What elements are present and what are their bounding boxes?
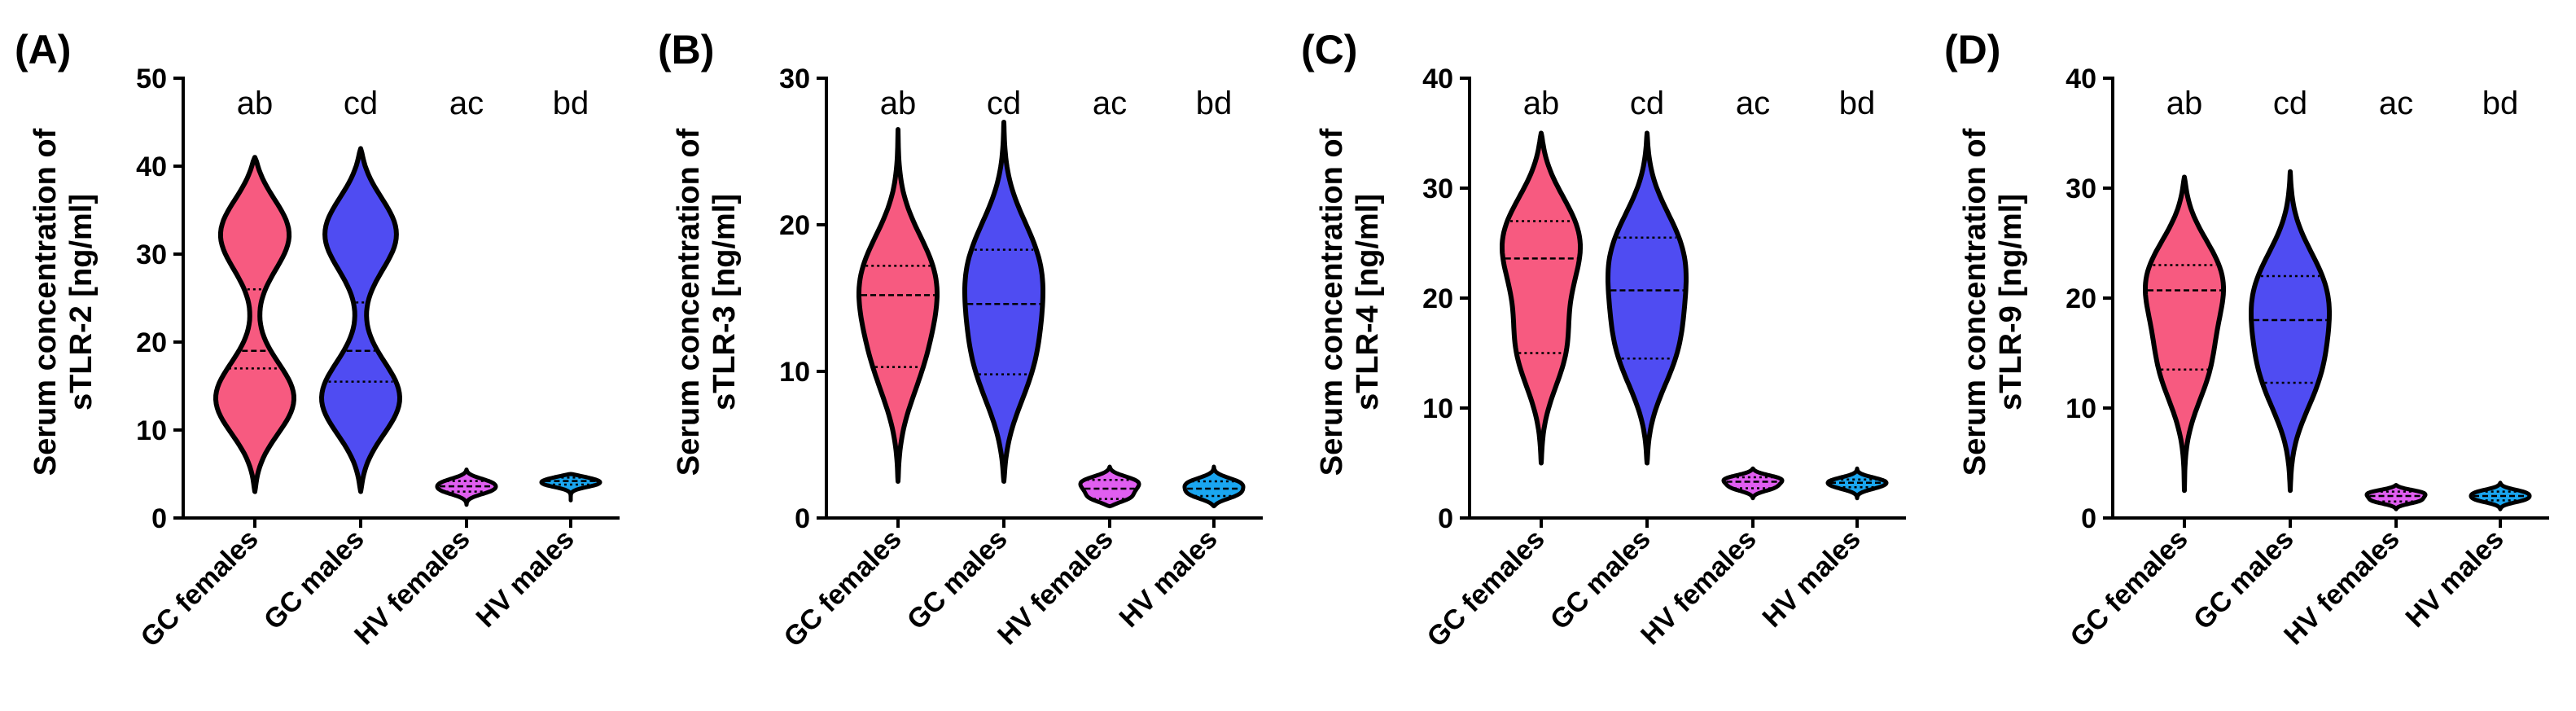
x-category-label: HV males: [1757, 524, 1867, 634]
significance-label: ac: [1736, 86, 1770, 121]
y-tick-label: 20: [2066, 283, 2096, 314]
x-category-label: HV females: [992, 524, 1119, 652]
significance-label: ab: [1523, 86, 1560, 121]
y-tick-label: 10: [136, 415, 167, 446]
y-tick-label: 40: [1422, 64, 1453, 94]
violin-2: [962, 120, 1045, 484]
y-tick-label: 20: [1422, 283, 1453, 314]
panel-2: (B) Serum concentration ofsTLR-3 [ng/ml] 0…: [658, 27, 1263, 653]
y-tick-label: 40: [136, 151, 167, 182]
violin-3: [2364, 483, 2428, 511]
panel-letter: (D): [1944, 27, 2000, 72]
x-category-label: HV males: [2400, 524, 2510, 634]
y-tick-label: 0: [2081, 503, 2096, 534]
significance-label: bd: [2482, 86, 2519, 121]
violin-3: [1078, 464, 1141, 509]
y-axis-label-line1: Serum concentration of: [672, 128, 706, 476]
x-category-label: HV females: [2278, 524, 2406, 652]
y-tick-label: 20: [136, 327, 167, 358]
y-axis-label-line1: Serum concentration of: [28, 128, 63, 476]
x-category-label: GC females: [2064, 524, 2193, 653]
violin-1: [1500, 130, 1583, 466]
significance-label: bd: [553, 86, 589, 121]
x-category-label: HV males: [471, 524, 580, 634]
y-tick-label: 0: [795, 503, 810, 534]
significance-label: ac: [449, 86, 484, 121]
significance-label: ac: [1093, 86, 1127, 121]
y-tick-label: 50: [136, 64, 167, 94]
violin-3: [1721, 466, 1785, 501]
y-tick-label: 10: [2066, 393, 2096, 424]
significance-label: cd: [1630, 86, 1664, 121]
violin-1: [2143, 174, 2226, 494]
x-category-label: GC females: [778, 524, 907, 653]
y-axis-label-line2: sTLR-2 [ng/ml]: [64, 194, 99, 410]
violin-4: [1182, 464, 1246, 509]
x-category-label: GC males: [901, 524, 1014, 636]
significance-label: cd: [2273, 86, 2307, 121]
y-tick-label: 40: [2066, 64, 2096, 94]
y-tick-label: 30: [136, 239, 167, 270]
violin-2: [2249, 169, 2332, 494]
significance-label: cd: [987, 86, 1021, 121]
y-tick-label: 20: [779, 210, 810, 241]
y-axis-label: Serum concentration ofsTLR-2 [ng/ml]: [28, 128, 99, 476]
y-axis-label: Serum concentration ofsTLR-4 [ng/ml]: [1315, 128, 1385, 476]
panel-1: (A) Serum concentration ofsTLR-2 [ng/ml] 0…: [15, 27, 620, 653]
significance-label: bd: [1196, 86, 1233, 121]
panel-letter: (C): [1301, 27, 1357, 72]
y-tick-label: 0: [151, 503, 167, 534]
x-category-label: GC males: [258, 524, 370, 636]
significance-label: ab: [880, 86, 917, 121]
y-axis-label: Serum concentration ofsTLR-3 [ng/ml]: [672, 128, 742, 476]
violin-3: [435, 467, 498, 507]
y-tick-label: 10: [779, 357, 810, 388]
y-tick-label: 30: [1422, 173, 1453, 204]
significance-label: ab: [237, 86, 274, 121]
x-category-label: GC males: [1544, 524, 1657, 636]
x-category-label: GC females: [1421, 524, 1550, 653]
x-category-label: HV females: [348, 524, 476, 652]
panel-letter: (B): [658, 27, 714, 72]
significance-label: ac: [2379, 86, 2413, 121]
panel-4: (D) Serum concentration ofsTLR-9 [ng/ml] 0…: [1944, 27, 2549, 653]
y-tick-label: 30: [779, 64, 810, 94]
y-tick-label: 0: [1438, 503, 1453, 534]
panel-3: (C) Serum concentration ofsTLR-4 [ng/ml] 0…: [1301, 27, 1906, 653]
y-tick-label: 30: [2066, 173, 2096, 204]
y-tick-label: 10: [1422, 393, 1453, 424]
panel-letter: (A): [15, 27, 71, 72]
x-category-label: HV females: [1635, 524, 1763, 652]
violin-1: [856, 127, 940, 484]
violin-2: [1606, 130, 1689, 466]
x-category-label: GC females: [134, 524, 264, 653]
y-axis-label-line2: sTLR-9 [ng/ml]: [1994, 194, 2028, 410]
violin-4: [539, 472, 602, 503]
y-axis-label-line2: sTLR-4 [ng/ml]: [1351, 194, 1385, 410]
violin-2: [319, 146, 402, 494]
y-axis-label-line1: Serum concentration of: [1315, 128, 1349, 476]
y-axis-label-line1: Serum concentration of: [1958, 128, 1992, 476]
significance-label: ab: [2166, 86, 2203, 121]
y-axis-label: Serum concentration ofsTLR-9 [ng/ml]: [1958, 128, 2028, 476]
x-category-label: HV males: [1114, 524, 1224, 634]
x-category-label: GC males: [2188, 524, 2300, 636]
violin-1: [213, 155, 296, 494]
significance-label: bd: [1839, 86, 1876, 121]
y-axis-label-line2: sTLR-3 [ng/ml]: [708, 194, 742, 410]
significance-label: cd: [344, 86, 378, 121]
